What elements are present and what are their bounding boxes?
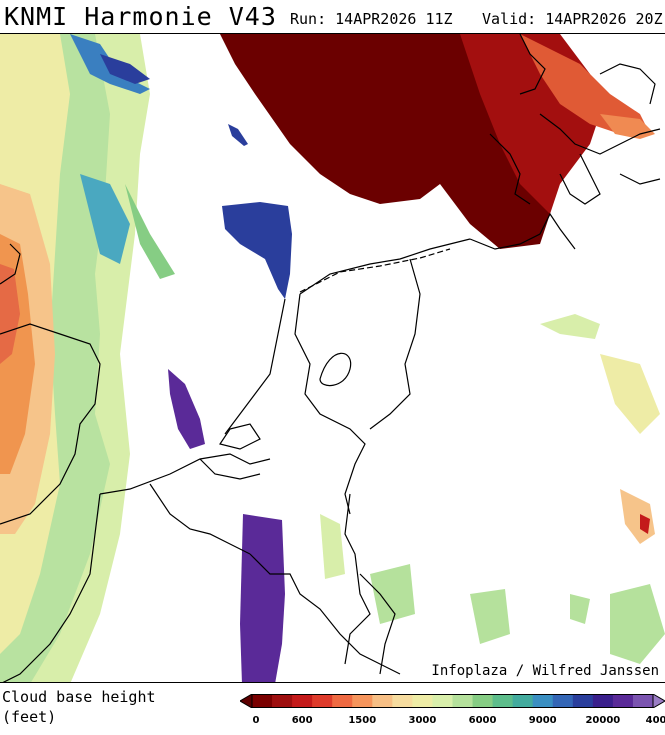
cloud-patch-south-2 (320, 514, 345, 579)
model-title: KNMI Harmonie V43 (4, 2, 277, 31)
colorbar-tick-label: 0 (252, 715, 260, 726)
colorbar-swatch (552, 694, 574, 708)
cloud-band-west-red (0, 264, 20, 364)
cloud-patch-south-1 (470, 589, 510, 644)
colorbar-swatch (492, 694, 514, 708)
colorbar-swatch (312, 694, 333, 708)
colorbar-swatch (372, 694, 393, 708)
wadden-islands (299, 248, 451, 293)
cloud-patch-east-3 (620, 489, 655, 544)
forecast-map: Infoplaza / Wilfred Janssen (0, 33, 665, 683)
valid-label: Valid: (482, 10, 537, 28)
colorbar-tick-label: 20000 (585, 715, 621, 726)
colorbar-swatch (512, 694, 534, 708)
colorbar-swatch (412, 694, 433, 708)
cloud-band-teal (80, 174, 130, 264)
map-canvas (0, 34, 665, 682)
colorbar-swatch (632, 694, 654, 708)
cloud-mass-orange (520, 34, 650, 134)
colorbar-tick-label: 9000 (528, 715, 557, 726)
colorbar-swatch (592, 694, 614, 708)
header: KNMI Harmonie V43 Run: 14APR2026 11Z Val… (0, 0, 665, 34)
valid-time: Valid: 14APR2026 20Z (482, 10, 663, 28)
legend-title: Cloud base height (feet) (2, 687, 156, 727)
colorbar-swatch (612, 694, 634, 708)
run-label: Run: (290, 10, 327, 28)
legend-title-line1: Cloud base height (2, 688, 156, 706)
colorbar-swatch (352, 694, 373, 708)
colorbar-tick-label: 600 (291, 715, 313, 726)
colorbar-swatch (532, 694, 554, 708)
colorbar-swatch (332, 694, 353, 708)
run-time: Run: 14APR2026 11Z (290, 10, 453, 28)
colorbar-swatch (272, 694, 293, 708)
colorbar-tick-label: 1500 (348, 715, 377, 726)
cloud-mass-lightorange (600, 114, 655, 139)
colorbar-swatch (252, 694, 273, 708)
legend-title-line2: (feet) (2, 708, 57, 726)
cloud-patch-south-3 (370, 564, 415, 624)
borders (0, 34, 661, 682)
cloud-band-green-strip (125, 184, 175, 279)
footer: Cloud base height (feet) 0 600 1500 3000 600… (0, 683, 665, 735)
cloud-patch-east-1 (540, 314, 600, 339)
map-credit: Infoplaza / Wilfred Janssen (431, 663, 659, 679)
colorbar: 0 600 1500 3000 6000 9000 20000 40000 (239, 693, 665, 726)
run-value: 14APR2026 11Z (335, 10, 453, 28)
colorbar-swatch (292, 694, 313, 708)
valid-value: 14APR2026 20Z (545, 10, 663, 28)
colorbar-arrow-high (652, 693, 665, 709)
cloud-mass-darkred (220, 34, 560, 249)
cloud-cell-blue-small (228, 124, 248, 146)
cloud-patch-east-5 (610, 584, 665, 664)
colorbar-tick-label: 3000 (408, 715, 437, 726)
colorbar-arrow-low (239, 693, 253, 709)
cloud-band-navy-top (100, 54, 150, 84)
colorbar-swatch (472, 694, 494, 708)
colorbar-swatch (392, 694, 413, 708)
colorbar-swatch (572, 694, 594, 708)
colorbar-swatch (452, 694, 474, 708)
colorbar-swatch (432, 694, 453, 708)
colorbar-tick-label: 40000 (645, 715, 665, 726)
colorbar-tick-label: 6000 (468, 715, 497, 726)
cloud-cell-purple-mid (168, 369, 205, 449)
cloud-patch-east-2 (600, 354, 660, 434)
cloud-cell-purple-south (240, 514, 285, 682)
cloud-patch-east-6 (570, 594, 590, 624)
cloud-patch-east-4 (640, 514, 650, 534)
colorbar-swatches (239, 693, 665, 709)
cloud-cell-blue-large (222, 202, 292, 299)
